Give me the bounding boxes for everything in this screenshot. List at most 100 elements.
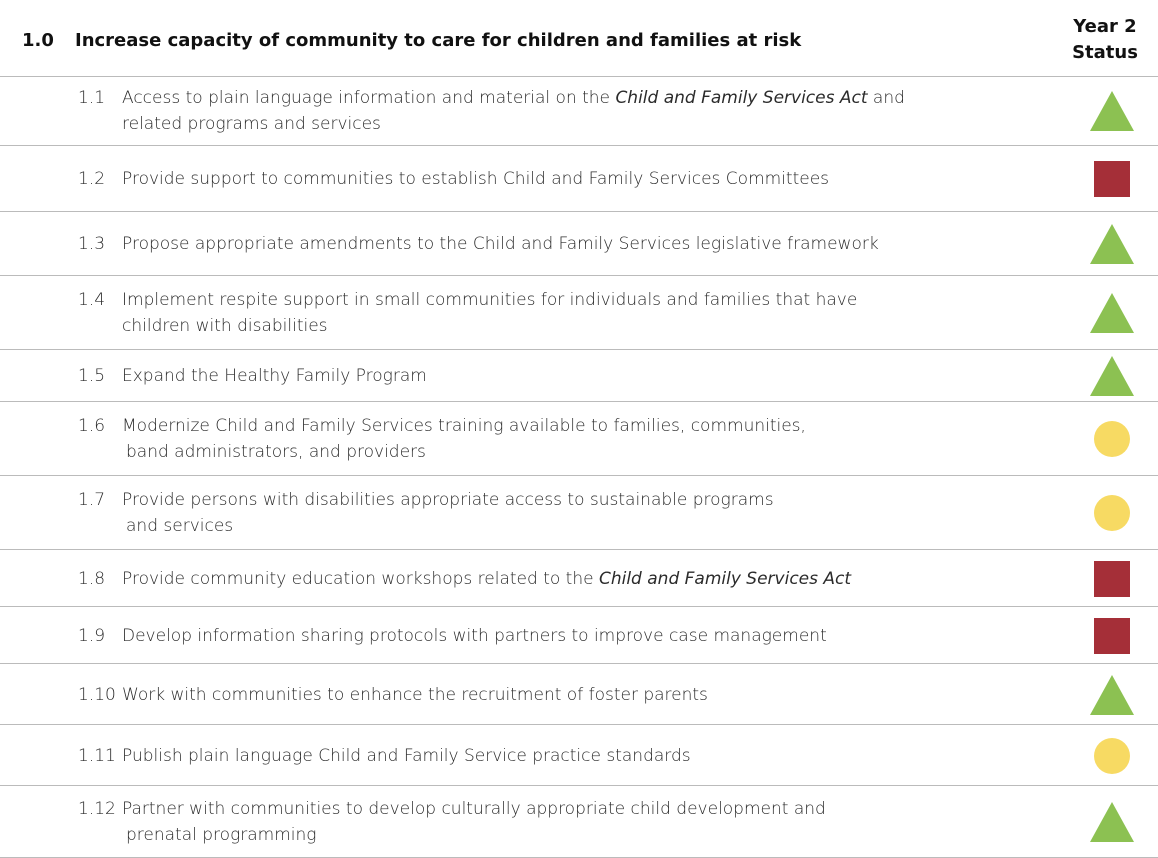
text-line: Publish plain language Child and Family … (122, 743, 691, 769)
section-title: Increase capacity of community to care f… (75, 30, 802, 51)
status-icon (1090, 356, 1134, 396)
status-icon (1090, 674, 1134, 715)
item-text: Publish plain language Child and Family … (122, 743, 691, 769)
text-segment: Publish plain language Child and Family … (122, 745, 691, 766)
table-row: 1.9 Develop information sharing protocols… (0, 607, 1158, 664)
text-segment: Provide persons with disabilities approp… (122, 490, 774, 510)
table-row: 1.7 Provide persons with disabilities app… (0, 476, 1158, 550)
status-icon (1094, 421, 1130, 457)
text-segment: Provide support to communities to establ… (122, 169, 830, 189)
status-heading-line: Year 2 (1073, 16, 1137, 37)
item-text: Develop information sharing protocols wi… (122, 623, 827, 649)
text-line: Partner with communities to develop cult… (122, 796, 826, 822)
text-segment: Partner with communities to develop cult… (122, 799, 826, 819)
status-shape (1090, 293, 1134, 333)
text-segment: children with disabilities (122, 316, 328, 336)
text-segment: Expand the Healthy Family Program (122, 366, 427, 386)
status-icon (1094, 617, 1130, 654)
table-row: 1.11 Publish plain language Child and Fam… (0, 725, 1158, 786)
status-shape (1090, 802, 1134, 842)
text-line: and services (122, 513, 774, 539)
item-text: Modernize Child and Family Services trai… (122, 413, 806, 465)
table-row: 1.1 Access to plain language information … (0, 76, 1158, 146)
status-icon (1090, 224, 1134, 264)
text-segment: Propose appropriate amendments to the Ch… (122, 234, 879, 254)
text-line: Expand the Healthy Family Program (122, 363, 427, 389)
status-heading-line: Status (1072, 42, 1138, 63)
text-line: band administrators, and providers (122, 439, 806, 465)
text-line: Implement respite support in small commu… (122, 287, 857, 313)
text-segment: Access to plain language information and… (122, 88, 616, 108)
status-icon (1094, 495, 1130, 531)
italic-title: Child and Family Services Act (615, 88, 868, 108)
item-text: Partner with communities to develop cult… (122, 796, 826, 848)
status-shape (1090, 356, 1134, 396)
text-segment: prenatal programming (126, 825, 317, 845)
status-shape (1094, 421, 1130, 457)
table-row: 1.12 Partner with communities to develop … (0, 786, 1158, 858)
item-text: Provide community education workshops re… (122, 566, 851, 592)
text-line: prenatal programming (122, 822, 826, 848)
item-number: 1.9 (78, 625, 106, 646)
status-icon (1094, 161, 1130, 197)
text-line: Work with communities to enhance the rec… (122, 682, 708, 708)
table-row: 1.2 Provide support to communities to est… (0, 146, 1158, 212)
status-shape (1094, 560, 1130, 597)
item-number: 1.8 (78, 568, 106, 589)
status-shape (1094, 737, 1130, 774)
text-line: Provide persons with disabilities approp… (122, 487, 774, 513)
text-line: children with disabilities (122, 313, 857, 339)
status-shape (1094, 161, 1130, 197)
italic-title: Child and Family Services Act (598, 568, 852, 589)
item-number: 1.5 (78, 366, 106, 386)
item-number: 1.1 (78, 88, 106, 108)
status-shape (1090, 91, 1134, 131)
item-number: 1.4 (78, 290, 106, 310)
text-line: Develop information sharing protocols wi… (122, 623, 827, 649)
text-line: Access to plain language information and… (122, 85, 905, 111)
table-row: 1.10 Work with communities to enhance the… (0, 664, 1158, 725)
status-shape (1094, 617, 1130, 654)
text-segment: Work with communities to enhance the rec… (122, 684, 708, 705)
status-icon (1094, 560, 1130, 597)
table-row: 1.5 Expand the Healthy Family Program (0, 350, 1158, 402)
item-number: 1.2 (78, 169, 106, 189)
status-icon (1090, 91, 1134, 131)
status-icon (1090, 293, 1134, 333)
item-text: Propose appropriate amendments to the Ch… (122, 231, 879, 257)
text-line: Provide support to communities to establ… (122, 166, 829, 192)
text-line: Modernize Child and Family Services trai… (122, 413, 806, 439)
item-number: 1.3 (78, 234, 106, 254)
status-shape (1090, 674, 1134, 715)
section-number: 1.0 (22, 30, 54, 51)
text-segment: band administrators, and providers (126, 442, 426, 462)
table-row: 1.8 Provide community education workshops… (0, 550, 1158, 607)
item-text: Access to plain language information and… (122, 85, 905, 137)
text-segment: Implement respite support in small commu… (122, 290, 858, 310)
text-segment: Modernize Child and Family Services trai… (122, 416, 806, 436)
status-icon (1090, 802, 1134, 842)
text-segment: Provide community education workshops re… (122, 568, 599, 589)
item-number: 1.12 (78, 799, 116, 819)
table-row: 1.4 Implement respite support in small co… (0, 276, 1158, 350)
item-number: 1.6 (78, 416, 106, 436)
item-text: Provide persons with disabilities approp… (122, 487, 774, 539)
table-row: 1.3 Propose appropriate amendments to the… (0, 212, 1158, 276)
status-heading: Year 2 Status (1060, 14, 1150, 66)
item-number: 1.10 (78, 684, 116, 705)
status-icon (1094, 737, 1130, 774)
item-number: 1.7 (78, 490, 106, 510)
text-segment: and (867, 88, 905, 108)
text-line: related programs and services (122, 111, 905, 137)
status-shape (1090, 224, 1134, 264)
text-segment: Develop information sharing protocols wi… (122, 625, 827, 646)
item-text: Implement respite support in small commu… (122, 287, 857, 339)
item-number: 1.11 (78, 745, 116, 766)
status-shape (1094, 495, 1130, 531)
text-segment: and services (126, 516, 234, 536)
text-line: Propose appropriate amendments to the Ch… (122, 231, 879, 257)
table-header: 1.0 Increase capacity of community to ca… (0, 0, 1158, 77)
item-text: Provide support to communities to establ… (122, 166, 829, 192)
item-text: Expand the Healthy Family Program (122, 363, 427, 389)
